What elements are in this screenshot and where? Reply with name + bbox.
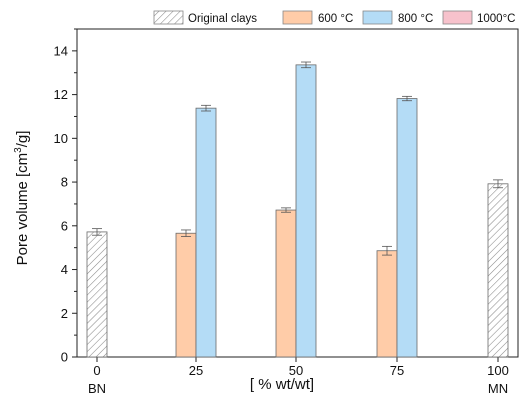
y-tick-label: 6 <box>61 218 68 233</box>
x-tick-label: 75 <box>390 363 404 378</box>
end-label-mn: MN <box>488 381 508 396</box>
legend-label-600: 600 °C <box>318 13 353 25</box>
y-tick-label: 12 <box>54 87 68 102</box>
bar-800 <box>295 64 317 358</box>
bar-original-clays <box>86 231 108 358</box>
bar-800 <box>396 98 418 358</box>
y-tick-label: 0 <box>61 350 68 365</box>
y-tick-label: 8 <box>61 175 68 190</box>
legend-label-original-clays: Original clays <box>188 13 257 25</box>
y-tick-label: 4 <box>61 262 68 277</box>
legend-label-1000: 1000°C <box>477 13 516 25</box>
y-tick-label: 14 <box>54 43 68 58</box>
bar-600 <box>275 209 297 358</box>
plot-area: 0 2 4 6 8 10 12 14 0 25 50 75 100 <box>54 28 519 378</box>
bar-original-clays <box>487 183 509 358</box>
bar-600 <box>376 250 398 358</box>
bar-800 <box>195 107 217 358</box>
legend: Original clays 600 °C 800 °C 1000°C <box>153 10 516 25</box>
y-tick-label: 10 <box>54 131 68 146</box>
legend-swatch-1000 <box>442 10 473 25</box>
x-tick-label: 50 <box>289 363 303 378</box>
x-tick-label: 0 <box>93 363 100 378</box>
x-axis-title: [ % wt/wt] <box>250 376 314 393</box>
legend-swatch-600 <box>282 10 313 25</box>
x-tick-label: 100 <box>487 363 509 378</box>
legend-swatch-800 <box>362 10 393 25</box>
bar-600 <box>175 232 197 358</box>
y-tick-label: 2 <box>61 306 68 321</box>
legend-swatch-original-clays <box>153 10 184 25</box>
y-axis-title: Pore volume [cm3/g] <box>13 131 31 266</box>
x-tick-label: 25 <box>189 363 203 378</box>
end-label-bn: BN <box>88 381 106 396</box>
legend-label-800: 800 °C <box>398 13 433 25</box>
